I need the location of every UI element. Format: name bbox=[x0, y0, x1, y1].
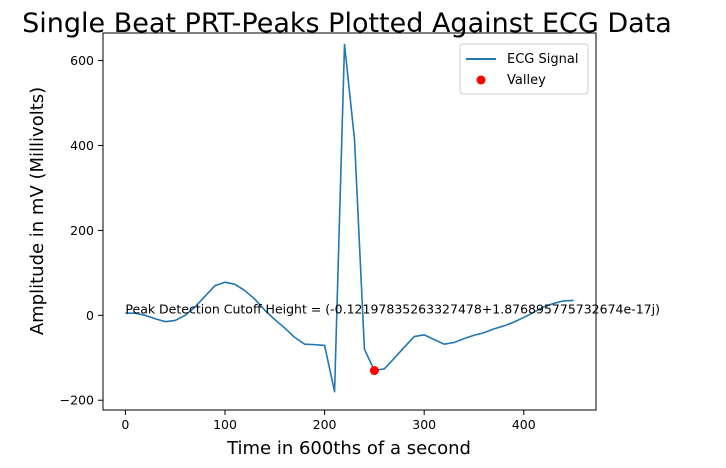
x-tick-label: 200 bbox=[313, 417, 337, 432]
x-tick-label: 100 bbox=[213, 417, 237, 432]
x-tick-label: 300 bbox=[412, 417, 436, 432]
x-tick-label: 0 bbox=[121, 417, 129, 432]
legend: ECG Signal Valley bbox=[459, 43, 589, 95]
y-tick-label: 200 bbox=[70, 223, 94, 238]
x-axis-label: Time in 600ths of a second bbox=[226, 438, 471, 459]
valley-point bbox=[369, 366, 379, 376]
legend-box bbox=[459, 43, 589, 95]
y-tick-label: 600 bbox=[70, 53, 94, 68]
y-tick-label: 0 bbox=[86, 308, 94, 323]
x-tick-label: 400 bbox=[512, 417, 536, 432]
cutoff-annotation: Peak Detection Cutoff Height = (-0.12197… bbox=[125, 301, 660, 316]
y-tick-label: −200 bbox=[60, 393, 94, 408]
chart-title: Single Beat PRT-Peaks Plotted Against EC… bbox=[22, 8, 672, 39]
y-axis: −200 0 200 400 600 bbox=[60, 53, 103, 408]
y-tick-label: 400 bbox=[70, 138, 94, 153]
ecg-signal-line bbox=[125, 43, 574, 393]
y-axis-label: Amplitude in mV (Millivolts) bbox=[27, 87, 48, 335]
x-axis: 0 100 200 300 400 bbox=[121, 410, 536, 432]
series-layer bbox=[125, 43, 574, 393]
legend-label-valley: Valley bbox=[507, 73, 546, 88]
plot-frame bbox=[102, 32, 597, 411]
legend-label-ecg-signal: ECG Signal bbox=[507, 52, 578, 67]
legend-marker-valley bbox=[476, 75, 486, 85]
